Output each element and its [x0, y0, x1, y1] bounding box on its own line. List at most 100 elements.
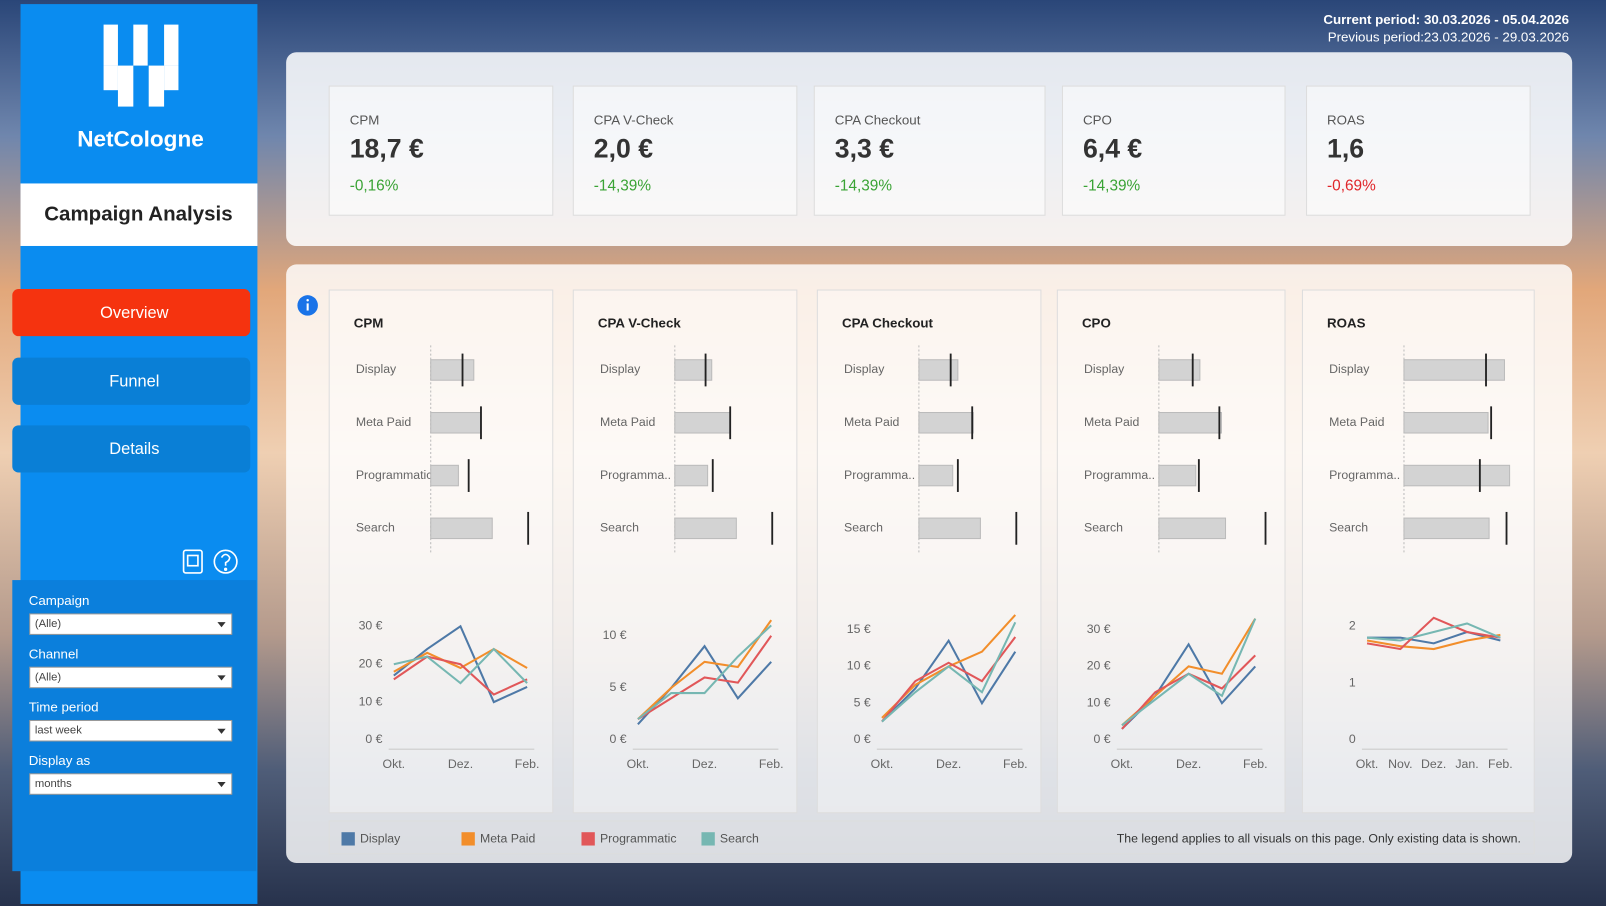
bullet-bar [1403, 464, 1511, 487]
panel-title: CPM [354, 315, 384, 330]
bullet-bar [674, 412, 731, 434]
x-tick-label: Okt. [627, 757, 650, 771]
y-tick-label: 0 € [609, 732, 626, 746]
filter-label: Campaign [29, 593, 90, 608]
nav-label[interactable]: Overview [100, 304, 168, 322]
dropdown-arrow [217, 622, 226, 628]
y-tick-label: 2 [1349, 619, 1356, 633]
filter-dropdown[interactable] [29, 666, 233, 689]
x-tick-label: Dez. [1421, 757, 1446, 771]
filter-value[interactable]: (Alle) [35, 671, 62, 683]
x-tick-label: Feb. [1243, 757, 1268, 771]
nav-button[interactable] [12, 289, 251, 337]
kpi-label: CPA Checkout [835, 112, 921, 127]
kpi-change: -14,39% [835, 178, 893, 195]
y-tick-label: 30 € [1087, 622, 1111, 636]
bullet-category: Meta Paid [844, 415, 900, 429]
bullet-bar [430, 517, 493, 540]
bullet-category: Search [356, 521, 395, 535]
y-tick-label: 10 € [847, 659, 871, 673]
line-series [637, 619, 773, 720]
x-tick-label: Feb. [759, 757, 784, 771]
line-series [393, 655, 528, 696]
app-title: Campaign Analysis [44, 203, 232, 226]
y-tick-label: 10 € [1087, 695, 1111, 709]
x-tick-label: Feb. [515, 757, 540, 771]
kpi-tile [813, 85, 1046, 216]
current-period: Current period: 30.03.2026 - 05.04.2026 [1323, 12, 1569, 27]
charts-card [286, 264, 1573, 863]
bullet-bar [918, 517, 981, 540]
bullet-bar [430, 464, 459, 487]
panel-title: CPA V-Check [598, 315, 681, 330]
kpi-value: 18,7 € [350, 134, 424, 164]
bullet-bar [1158, 412, 1222, 434]
kpi-value: 1,6 [1327, 134, 1364, 164]
filter-value[interactable]: months [35, 778, 72, 790]
kpi-tile [328, 85, 554, 216]
x-tick-label: Okt. [1111, 757, 1134, 771]
bullet-category: Search [1084, 521, 1123, 535]
legend-swatch [581, 832, 595, 846]
nav-label[interactable]: Details [109, 440, 159, 458]
line-series [637, 644, 772, 726]
kpi-tile [1306, 85, 1531, 216]
x-tick-label: Okt. [1356, 757, 1379, 771]
y-tick-label: 1 [1349, 675, 1356, 689]
nav-label[interactable]: Funnel [109, 373, 159, 391]
nav-button[interactable] [12, 425, 251, 473]
y-tick-label: 0 € [365, 732, 382, 746]
kpi-change: -0,16% [350, 178, 399, 195]
line-series [881, 621, 1017, 723]
y-tick-label: 5 € [609, 680, 626, 694]
bullet-bar [1158, 464, 1197, 487]
kpi-value: 3,3 € [835, 134, 894, 164]
legend-swatch [341, 832, 355, 846]
legend-label: Display [360, 832, 401, 846]
bullet-category: Display [1084, 362, 1125, 376]
line-series [637, 635, 773, 720]
legend-note: The legend applies to all visuals on thi… [1117, 832, 1521, 846]
y-tick-label: 20 € [1087, 659, 1111, 673]
bullet-category: Programmatic [356, 468, 433, 482]
bullet-bar [430, 359, 475, 381]
x-tick-label: Dez. [692, 757, 717, 771]
legend-label: Programmatic [600, 832, 677, 846]
bullet-category: Display [844, 362, 885, 376]
bullet-bar [674, 517, 737, 540]
x-tick-label: Okt. [871, 757, 894, 771]
bullet-bar [674, 359, 713, 381]
dropdown-arrow [217, 728, 226, 734]
line-series [393, 647, 528, 685]
filter-label: Channel [29, 646, 79, 661]
previous-period: Previous period:23.03.2026 - 29.03.2026 [1328, 29, 1569, 44]
y-tick-label: 15 € [847, 622, 871, 636]
kpi-change: -14,39% [1083, 178, 1141, 195]
filter-value[interactable]: (Alle) [35, 618, 62, 630]
bullet-category: Meta Paid [1329, 415, 1385, 429]
y-tick-label: 10 € [359, 694, 383, 708]
y-tick-label: 0 [1349, 732, 1356, 746]
bullet-bar [1403, 517, 1490, 540]
filter-dropdown[interactable] [29, 613, 233, 635]
line-series [1366, 616, 1501, 651]
filter-dropdown[interactable] [29, 719, 233, 742]
bullet-category: Programma.. [1084, 468, 1155, 482]
bullet-category: Programma.. [844, 468, 915, 482]
info-icon[interactable] [297, 295, 318, 316]
bullet-category: Programma.. [600, 468, 671, 482]
kpi-value: 2,0 € [594, 134, 653, 164]
kpi-tile [1061, 85, 1286, 216]
panel-title: CPO [1082, 315, 1111, 330]
x-tick-label: Feb. [1003, 757, 1028, 771]
filter-label: Display as [29, 753, 91, 768]
x-tick-label: Jan. [1455, 757, 1478, 771]
kpi-change: -0,69% [1327, 178, 1376, 195]
y-tick-label: 10 € [603, 628, 627, 642]
legend-label: Meta Paid [480, 832, 536, 846]
bullet-category: Meta Paid [356, 415, 412, 429]
filter-value[interactable]: last week [35, 725, 82, 737]
filter-dropdown[interactable] [29, 773, 233, 795]
kpi-change: -14,39% [594, 178, 652, 195]
nav-button[interactable] [12, 357, 251, 405]
